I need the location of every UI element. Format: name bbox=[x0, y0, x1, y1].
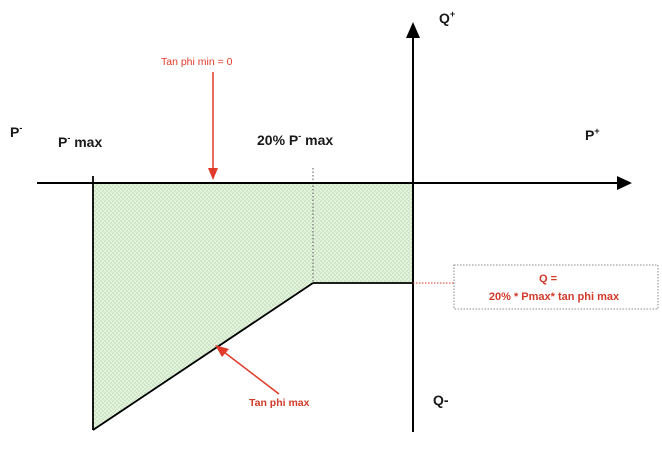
p-minus-label: P- bbox=[10, 123, 22, 140]
tan-phi-min-arrowhead bbox=[208, 168, 218, 180]
operating-region bbox=[93, 183, 413, 430]
p20-max-label: 20% P- max bbox=[257, 131, 333, 148]
p-plus-label: P+ bbox=[585, 126, 600, 143]
p-max-label: P- max bbox=[58, 133, 102, 150]
tan-phi-min-annotation: Tan phi min = 0 bbox=[161, 56, 233, 68]
tan-phi-max-arrowhead bbox=[215, 345, 229, 357]
q-formula-line2: 20% * Pmax* tan phi max bbox=[489, 291, 620, 303]
q-plus-label: Q+ bbox=[439, 9, 455, 26]
q-formula-line1: Q = bbox=[539, 273, 557, 285]
tan-phi-max-arrow bbox=[223, 351, 280, 395]
tan-phi-max-line bbox=[92, 282, 314, 431]
q-formula-box bbox=[453, 264, 659, 310]
tan-phi-max-annotation: Tan phi max bbox=[249, 397, 310, 409]
p-axis-arrowhead bbox=[617, 176, 632, 190]
q-minus-label: Q- bbox=[433, 392, 449, 408]
q-axis-arrowhead bbox=[406, 22, 420, 38]
